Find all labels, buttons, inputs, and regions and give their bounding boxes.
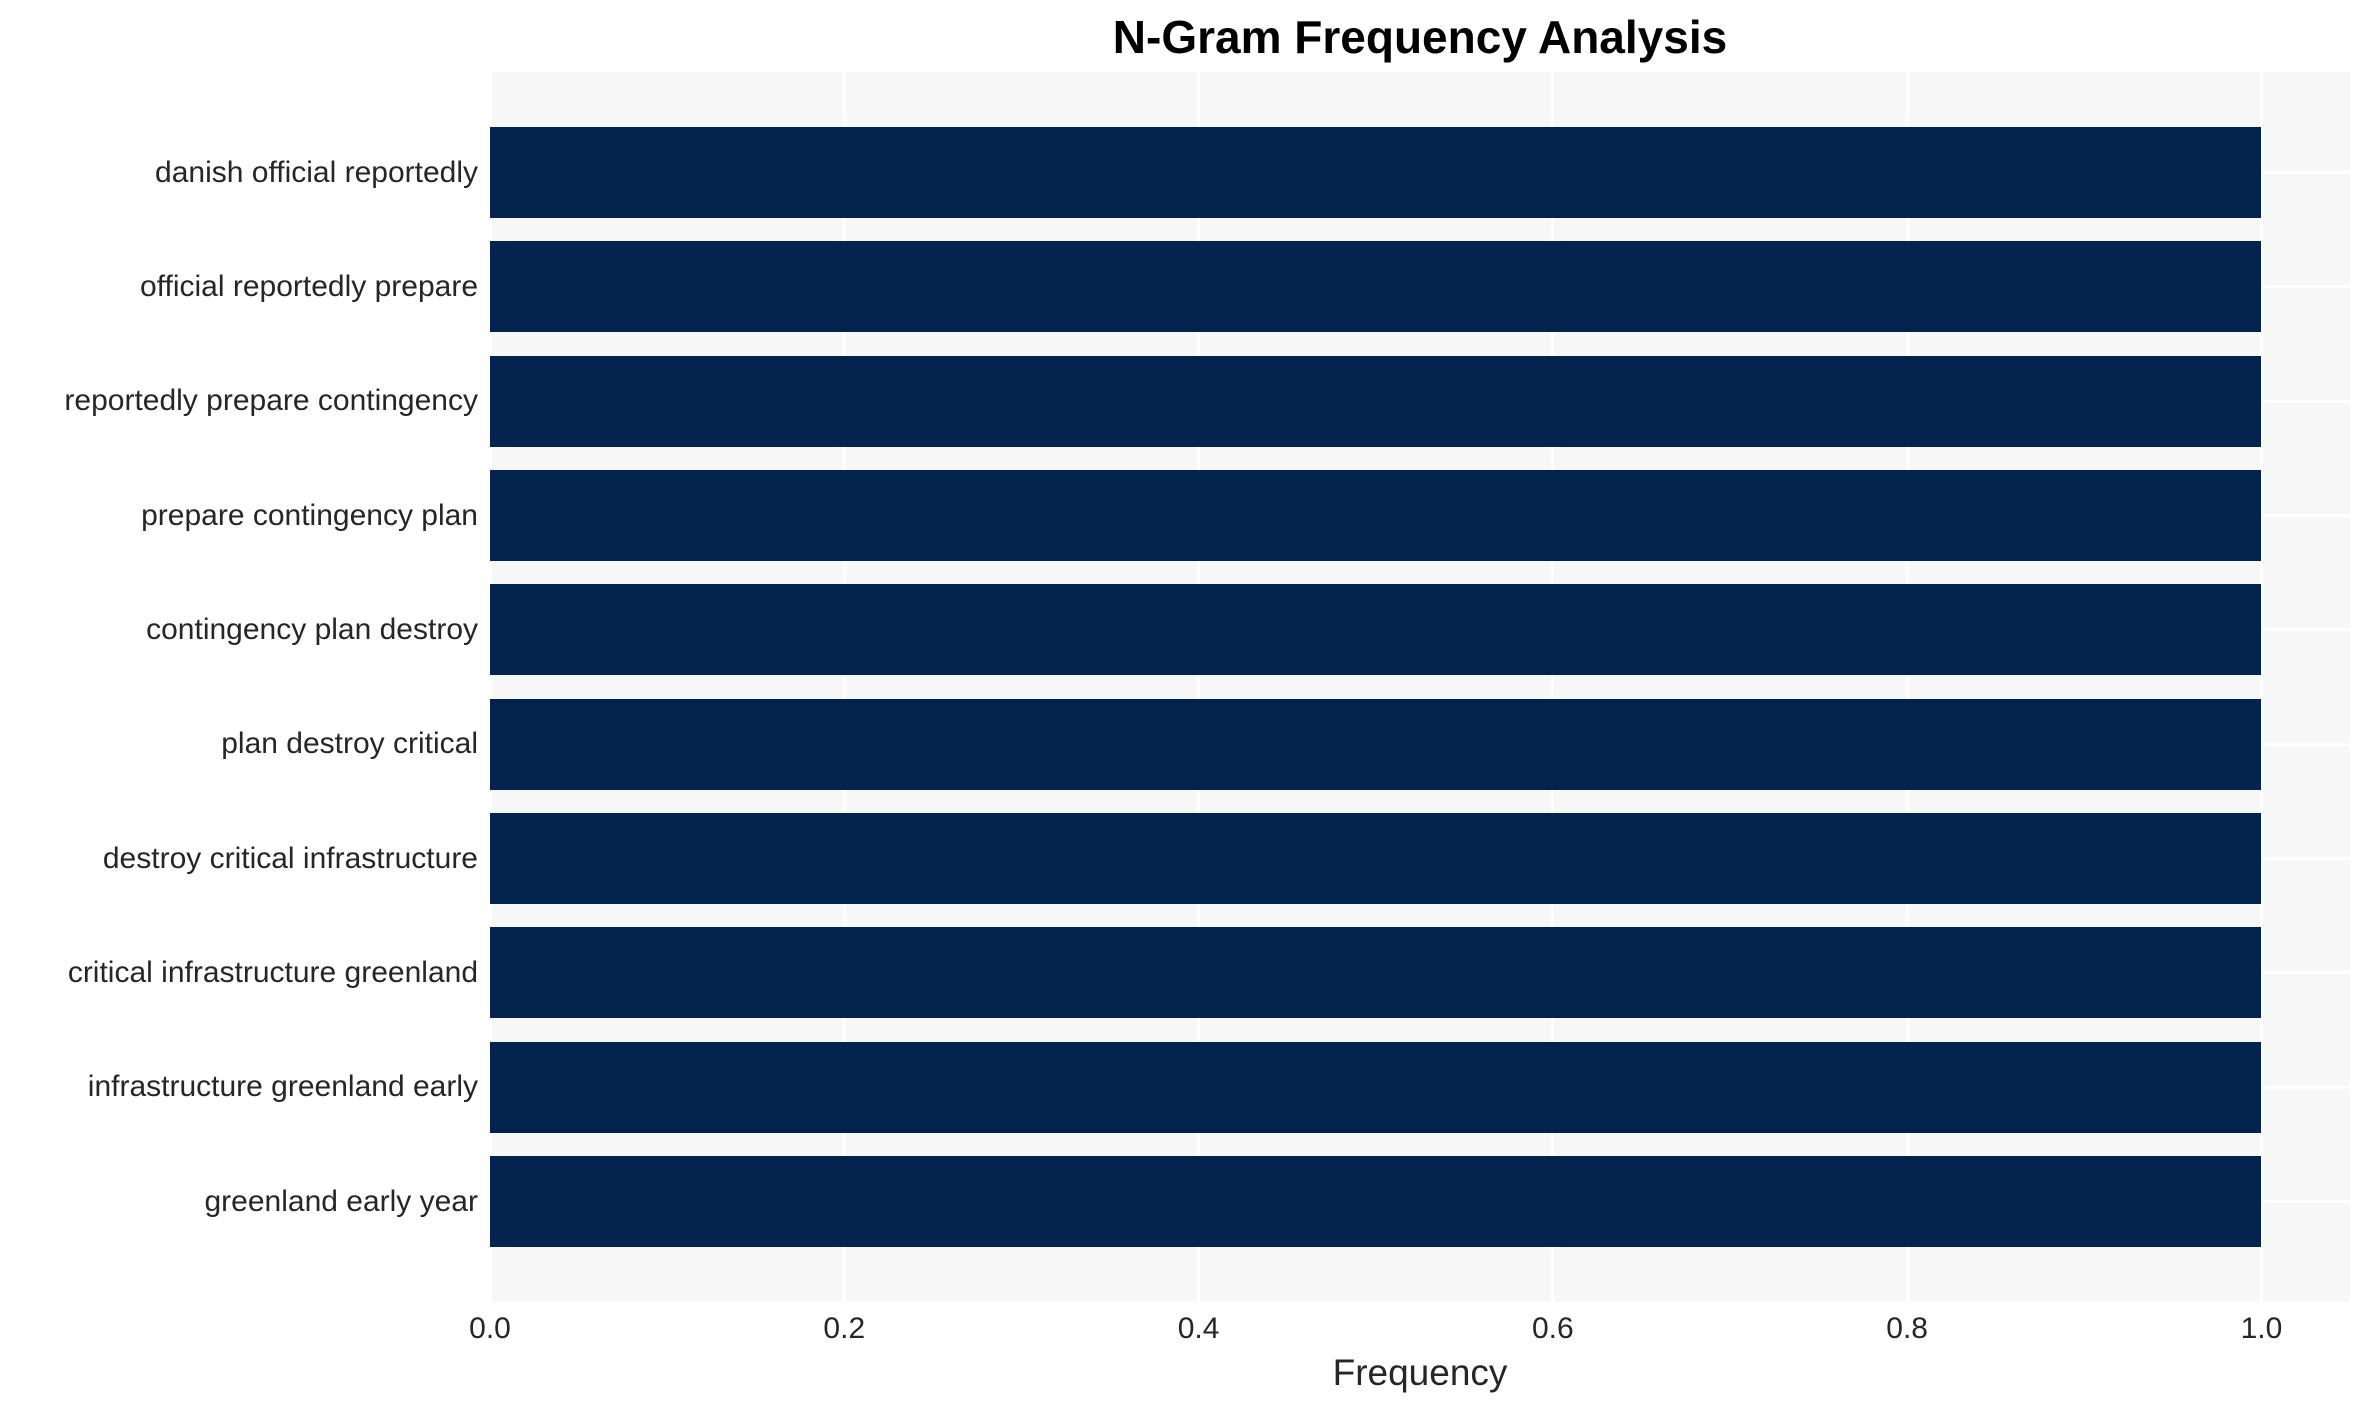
bar (490, 1041, 2262, 1133)
y-tick-label: greenland early year (204, 1184, 478, 1218)
bar (490, 355, 2262, 447)
y-tick-label: official reportedly prepare (140, 269, 478, 303)
x-tick-label: 0.2 (823, 1312, 866, 1345)
y-tick-label: plan destroy critical (221, 727, 478, 761)
plot-area (488, 72, 2350, 1302)
bar (490, 927, 2262, 1019)
v-gridline (2259, 72, 2263, 1302)
y-tick-label: infrastructure greenland early (87, 1070, 478, 1104)
x-tick-label: 0.0 (469, 1312, 511, 1345)
v-gridline (1551, 72, 1555, 1302)
y-tick-label: prepare contingency plan (141, 498, 478, 532)
x-tick-label: 1.0 (2240, 1312, 2283, 1345)
y-tick-label: contingency plan destroy (146, 612, 478, 646)
x-tick-label: 0.6 (1531, 1312, 1574, 1345)
y-tick-label: reportedly prepare contingency (64, 384, 478, 418)
bar (490, 127, 2262, 218)
v-gridline (842, 72, 846, 1302)
bar (490, 1156, 2262, 1247)
x-tick-label: 0.8 (1886, 1312, 1928, 1345)
bar (490, 470, 2262, 561)
y-tick-label: critical infrastructure greenland (67, 955, 478, 989)
bar (490, 813, 2262, 904)
v-gridline (1905, 72, 1909, 1302)
v-gridline (488, 72, 492, 1302)
x-tick-label: 0.4 (1177, 1312, 1220, 1345)
bar (490, 698, 2262, 790)
y-tick-label: danish official reportedly (155, 155, 478, 189)
y-tick-label: destroy critical infrastructure (102, 841, 478, 875)
chart-title: N-Gram Frequency Analysis (1112, 11, 1728, 63)
bar (490, 584, 2262, 676)
x-axis-title: Frequency (1332, 1352, 1508, 1393)
bar (490, 241, 2262, 333)
v-gridline (1197, 72, 1201, 1302)
